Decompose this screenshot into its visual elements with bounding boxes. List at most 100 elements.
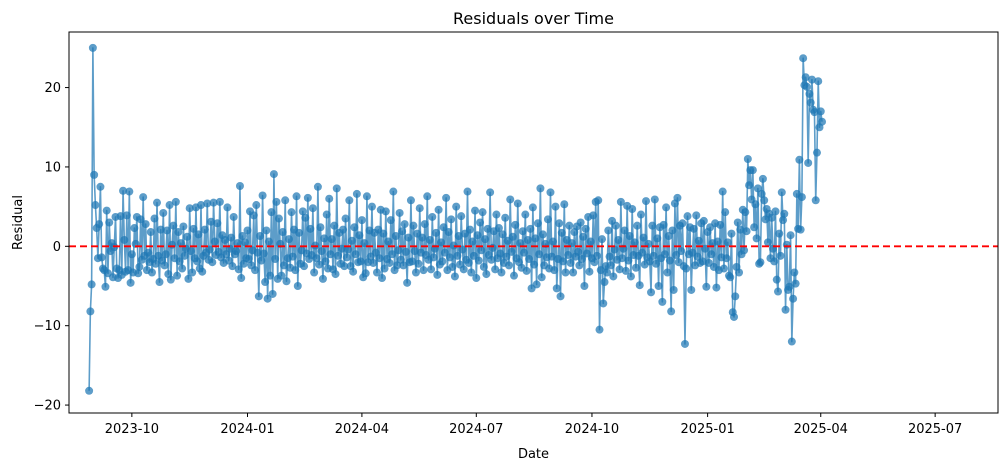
residual-point — [810, 108, 819, 117]
residual-point — [551, 202, 560, 211]
residual-point — [464, 258, 473, 267]
residual-point — [386, 216, 395, 225]
residual-point — [585, 267, 594, 276]
residual-point — [448, 262, 457, 271]
residual-point — [249, 211, 258, 220]
residual-point — [153, 198, 161, 207]
residual-point — [743, 155, 752, 163]
residual-point — [122, 211, 131, 220]
residual-point — [702, 282, 711, 291]
residual-point — [166, 275, 175, 284]
residual-point — [636, 210, 645, 219]
residual-point — [360, 239, 369, 248]
residual-point — [528, 203, 537, 212]
residual-point — [357, 216, 366, 225]
residual-point — [399, 261, 408, 270]
residual-point — [721, 208, 730, 217]
residual-point — [325, 194, 334, 203]
residual-point — [340, 262, 349, 271]
residual-point — [652, 259, 661, 268]
residual-point — [266, 271, 275, 280]
residual-point — [385, 258, 394, 267]
residual-point — [770, 257, 779, 266]
residual-point — [213, 219, 222, 228]
residual-point — [188, 268, 197, 277]
residual-point — [427, 265, 436, 274]
residual-point — [662, 203, 671, 212]
y-tick-label: 0 — [53, 240, 61, 255]
residual-point — [303, 193, 312, 202]
residual-point — [284, 235, 293, 244]
residual-point — [203, 199, 212, 208]
residual-point — [347, 236, 356, 245]
residual-point — [180, 251, 189, 260]
x-tick-label: 2025-04 — [794, 422, 848, 437]
residual-point — [559, 257, 568, 266]
residual-point — [388, 250, 397, 259]
plot-area — [69, 43, 998, 395]
residual-point — [146, 228, 155, 237]
residual-point — [183, 232, 192, 241]
residual-point — [660, 250, 669, 259]
x-tick-label: 2024-10 — [565, 422, 619, 437]
residual-point — [575, 261, 584, 270]
residual-point — [801, 73, 810, 82]
residual-point — [599, 299, 608, 308]
residual-point — [293, 282, 302, 290]
residual-point — [151, 259, 160, 268]
residual-point — [618, 254, 627, 263]
residual-point — [394, 246, 403, 255]
residual-point — [751, 200, 760, 209]
residual-point — [635, 281, 644, 290]
residual-point — [621, 266, 630, 275]
residual-point — [310, 268, 319, 277]
residual-point — [440, 248, 449, 257]
residual-point — [576, 218, 585, 227]
residual-point — [381, 207, 390, 216]
residual-point — [369, 258, 378, 267]
residual-point — [215, 197, 224, 206]
residual-point — [730, 312, 739, 321]
residual-point — [391, 231, 400, 240]
residual-point — [498, 230, 507, 239]
residual-point — [384, 237, 393, 246]
residual-point — [776, 251, 785, 260]
residual-point — [785, 282, 794, 291]
residual-point — [780, 209, 789, 218]
residual-point — [229, 212, 238, 221]
residual-point — [758, 174, 767, 183]
residual-point — [536, 184, 545, 193]
residual-point — [85, 386, 94, 395]
residual-point — [169, 221, 178, 230]
residual-point — [595, 325, 604, 334]
residual-point — [478, 208, 487, 217]
residual-point — [205, 245, 214, 254]
residual-point — [718, 187, 727, 196]
residual-point — [198, 267, 207, 276]
residual-point — [816, 107, 825, 116]
residual-point — [258, 191, 267, 200]
residual-point — [268, 289, 277, 298]
residual-point — [262, 226, 271, 235]
residual-point — [312, 254, 321, 263]
residual-point — [411, 268, 420, 277]
residual-point — [178, 264, 187, 273]
residual-point — [176, 239, 185, 248]
residual-point — [752, 234, 761, 243]
residual-point — [472, 274, 481, 283]
residual-point — [171, 197, 180, 206]
residual-point — [257, 256, 266, 265]
residual-point — [477, 246, 486, 255]
residual-point — [220, 235, 229, 244]
x-axis-label: Date — [518, 447, 549, 462]
residual-point — [318, 274, 327, 283]
residual-point — [228, 262, 237, 271]
residual-point — [86, 307, 95, 316]
residual-point — [356, 257, 365, 266]
residual-point — [277, 271, 286, 280]
residual-point — [531, 234, 540, 243]
x-tick-label: 2025-01 — [680, 422, 734, 437]
residual-point — [722, 254, 731, 263]
residual-point — [410, 247, 419, 256]
residual-point — [603, 268, 612, 277]
